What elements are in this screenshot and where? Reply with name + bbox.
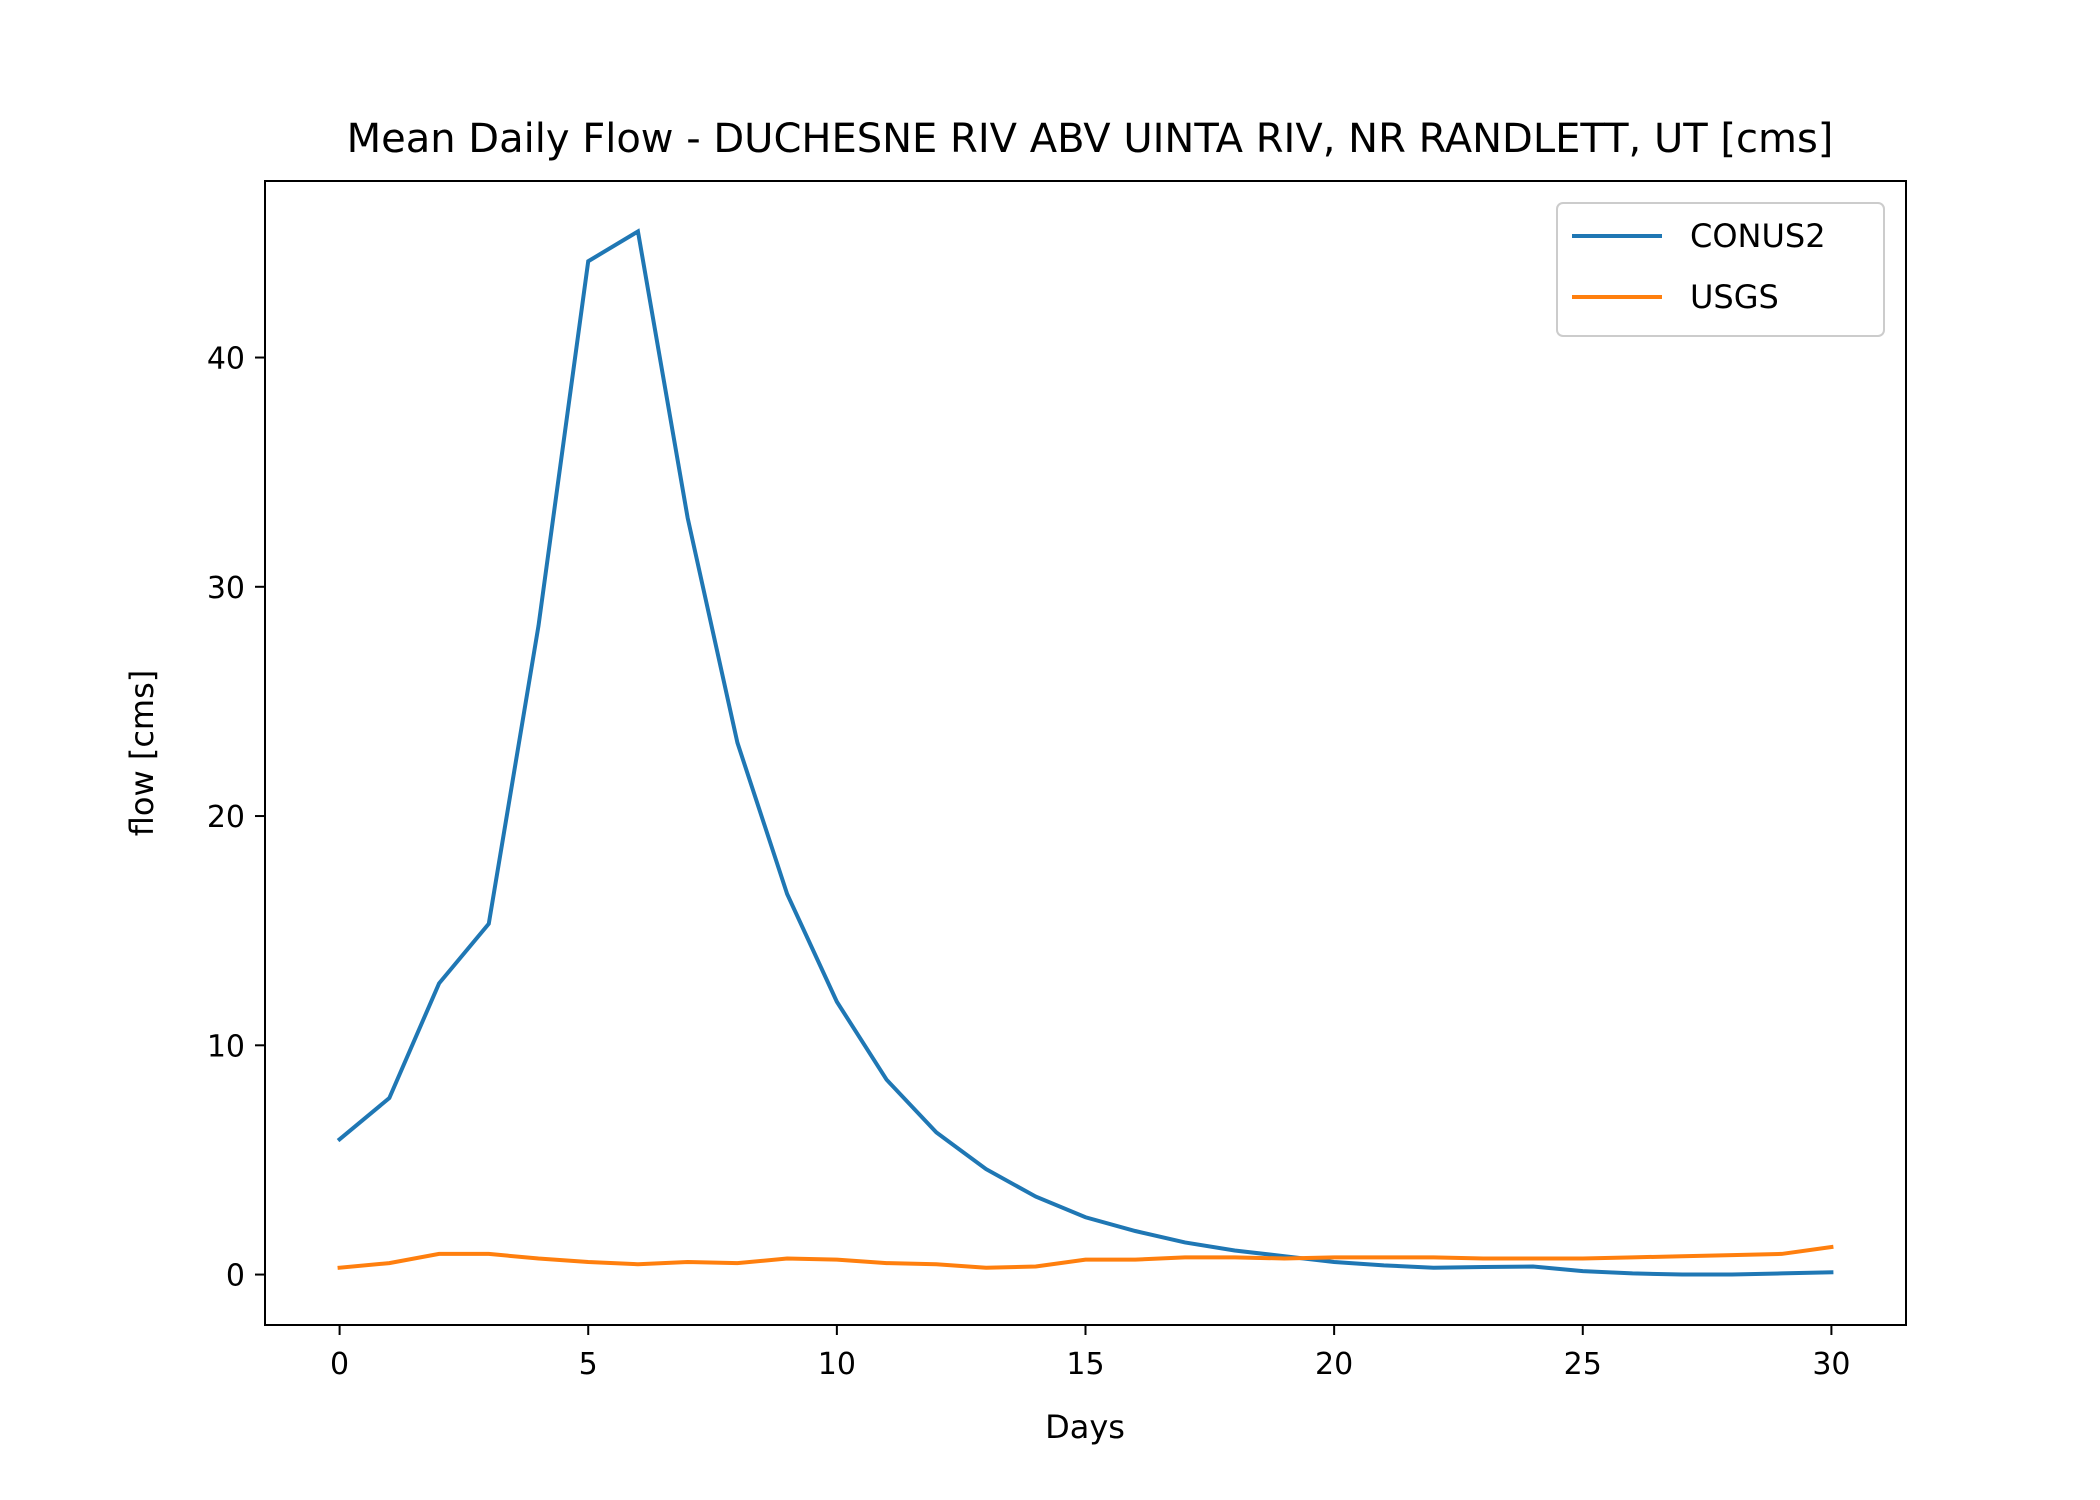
x-tick-label: 15 <box>1066 1347 1104 1382</box>
x-tick-label: 25 <box>1564 1347 1602 1382</box>
y-tick-label: 10 <box>207 1029 245 1064</box>
x-axis-label: Days <box>1045 1408 1125 1446</box>
legend-label-conus2: CONUS2 <box>1690 217 1826 255</box>
y-tick-label: 30 <box>207 571 245 606</box>
legend: CONUS2 USGS <box>1556 202 1885 337</box>
x-tick-label: 0 <box>330 1347 349 1382</box>
y-tick-label: 0 <box>226 1259 245 1294</box>
x-axis-ticks: 0 5 10 15 20 25 30 <box>330 1325 1851 1382</box>
x-tick-label: 30 <box>1812 1347 1850 1382</box>
legend-label-usgs: USGS <box>1690 278 1779 316</box>
y-axis-label: flow [cms] <box>123 670 161 836</box>
x-tick-label: 10 <box>818 1347 856 1382</box>
series-line-conus2 <box>336 228 1834 1277</box>
x-tick-label: 20 <box>1315 1347 1353 1382</box>
x-tick-label: 5 <box>579 1347 598 1382</box>
y-tick-label: 40 <box>207 342 245 377</box>
y-axis-ticks: 0 10 20 30 40 <box>207 342 265 1294</box>
plot-area <box>336 228 1834 1277</box>
series-line-usgs <box>337 1244 1834 1270</box>
chart-title: Mean Daily Flow - DUCHESNE RIV ABV UINTA… <box>347 116 1834 162</box>
axes-frame <box>264 180 1907 1326</box>
y-tick-label: 20 <box>207 800 245 835</box>
